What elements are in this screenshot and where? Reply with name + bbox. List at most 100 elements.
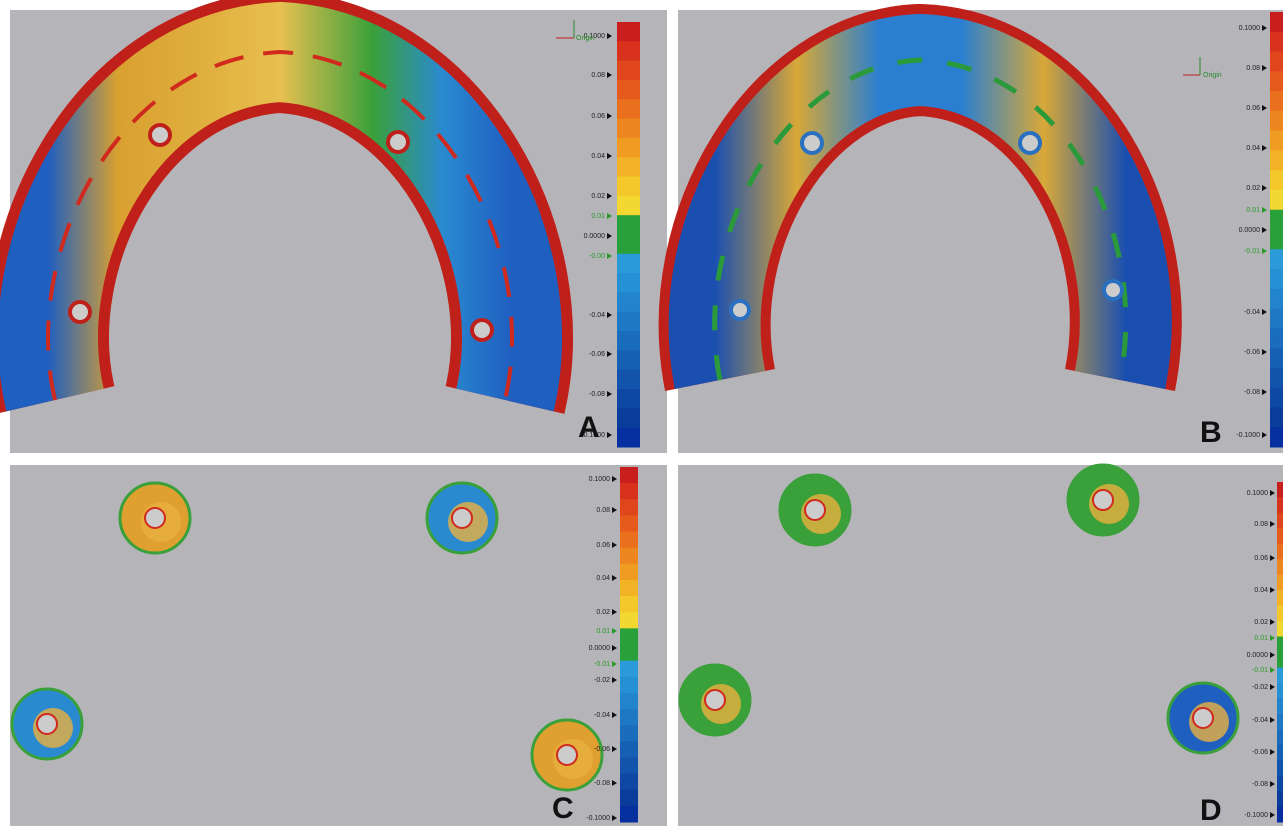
colorbar-tick-label: -0.04 (1252, 717, 1268, 724)
colorbar-tick-label: 0.1000 (589, 476, 611, 483)
colorbar-band (1277, 729, 1283, 745)
colorbar-tick-label: 0.08 (596, 507, 610, 514)
panel-letter: D (1200, 794, 1222, 826)
colorbar-band (620, 628, 638, 645)
colorbar-tick-label: -0.04 (589, 312, 605, 319)
colorbar-band (1270, 348, 1283, 368)
colorbar-tick-label: -0.00 (589, 253, 605, 260)
colorbar-tick-label: -0.01 (1244, 248, 1260, 255)
colorbar-tick-label: -0.01 (1252, 667, 1268, 674)
implant-hole (705, 690, 725, 710)
colorbar-band (1277, 652, 1283, 668)
colorbar-band (1277, 698, 1283, 714)
colorbar-band (1277, 714, 1283, 730)
colorbar-band (617, 119, 640, 139)
colorbar-tick-label: 0.04 (1246, 145, 1260, 152)
colorbar-band (617, 408, 640, 428)
colorbar-tick-label: 0.0000 (589, 645, 611, 652)
colorbar-tick-label: -0.1000 (586, 815, 610, 822)
colorbar-band (617, 138, 640, 158)
colorbar-band (1277, 791, 1283, 807)
colorbar-band (1277, 482, 1283, 498)
colorbar-tick-label: 0.08 (1254, 521, 1268, 528)
colorbar-tick-label: 0.01 (1246, 207, 1260, 214)
implant-hole (452, 508, 472, 528)
colorbar-tick-label: 0.02 (591, 193, 605, 200)
colorbar-band (617, 157, 640, 177)
colorbar-band (1270, 388, 1283, 408)
colorbar-tick-label: -0.06 (589, 351, 605, 358)
colorbar-band (617, 41, 640, 61)
colorbar-tick-label: -0.1000 (1236, 432, 1260, 439)
colorbar-band (1270, 289, 1283, 309)
panel-letter: B (1200, 416, 1222, 449)
colorbar-band (1277, 745, 1283, 761)
colorbar-tick-label: 0.01 (591, 213, 605, 220)
colorbar-band (617, 80, 640, 100)
figure: 0.1000 0.08 0.06 0.04 0.02 0.01 0.0000 -0.00 -0.… (0, 0, 1283, 826)
panel-a (10, 10, 667, 453)
colorbar-tick-label: 0.06 (1254, 555, 1268, 562)
colorbar-band (620, 564, 638, 581)
colorbar-band (620, 741, 638, 758)
colorbar-band (1277, 559, 1283, 575)
colorbar-band (620, 709, 638, 726)
colorbar-tick-label: 0.04 (596, 575, 610, 582)
colorbar-band (620, 580, 638, 597)
colorbar-tick-label: 0.01 (1254, 635, 1268, 642)
panel-b (678, 10, 1283, 453)
colorbar-band (1270, 52, 1283, 72)
implant-hole (1093, 490, 1113, 510)
origin-label: Origin (1203, 72, 1222, 79)
implant-hole (805, 500, 825, 520)
implant-hole (145, 508, 165, 528)
colorbar-band (617, 254, 640, 274)
colorbar-band (1277, 513, 1283, 529)
colorbar-tick-label: 0.04 (1254, 587, 1268, 594)
colorbar-tick-label: 0.0000 (1247, 652, 1269, 659)
colorbar-band (617, 370, 640, 390)
colorbar-band (1270, 150, 1283, 170)
colorbar-band (1277, 637, 1283, 653)
colorbar-band (620, 548, 638, 565)
colorbar-band (1277, 621, 1283, 637)
colorbar-band (620, 483, 638, 500)
colorbar-tick-label: 0.08 (591, 72, 605, 79)
colorbar-band (1277, 667, 1283, 683)
colorbar-band (1270, 368, 1283, 388)
origin-label: Origin (576, 35, 595, 42)
colorbar-tick-label: 0.1000 (1247, 490, 1269, 497)
colorbar-band (617, 177, 640, 197)
colorbar-tick-label: 0.02 (1246, 185, 1260, 192)
colorbar-band (620, 596, 638, 613)
colorbar-band (620, 612, 638, 629)
colorbar-tick-label: -0.08 (589, 391, 605, 398)
colorbar-band (617, 331, 640, 351)
colorbar-band (1277, 590, 1283, 606)
colorbar-band (617, 273, 640, 293)
implant-hole (37, 714, 57, 734)
colorbar-tick-label: 0.1000 (1239, 25, 1261, 32)
colorbar-tick-label: -0.06 (594, 746, 610, 753)
colorbar-tick-label: 0.06 (596, 542, 610, 549)
colorbar-band (1277, 606, 1283, 622)
colorbar-band (620, 693, 638, 710)
colorbar-tick-label: 0.02 (596, 609, 610, 616)
colorbar-band (620, 806, 638, 823)
colorbar-tick-label: 0.04 (591, 153, 605, 160)
colorbar-band (617, 61, 640, 81)
colorbar-band (620, 790, 638, 807)
colorbar-band (1270, 309, 1283, 329)
colorbar-band (620, 774, 638, 791)
colorbar-band (617, 22, 640, 42)
colorbar-band (1270, 32, 1283, 52)
implant-hole (1193, 708, 1213, 728)
colorbar-band (1270, 170, 1283, 190)
panel-letter: C (552, 792, 574, 825)
colorbar-tick-label: 0.01 (596, 628, 610, 635)
implant-hole (557, 745, 577, 765)
colorbar-band (1277, 544, 1283, 560)
colorbar-band (617, 215, 640, 235)
colorbar-band (617, 99, 640, 119)
colorbar-tick-label: 0.06 (591, 113, 605, 120)
